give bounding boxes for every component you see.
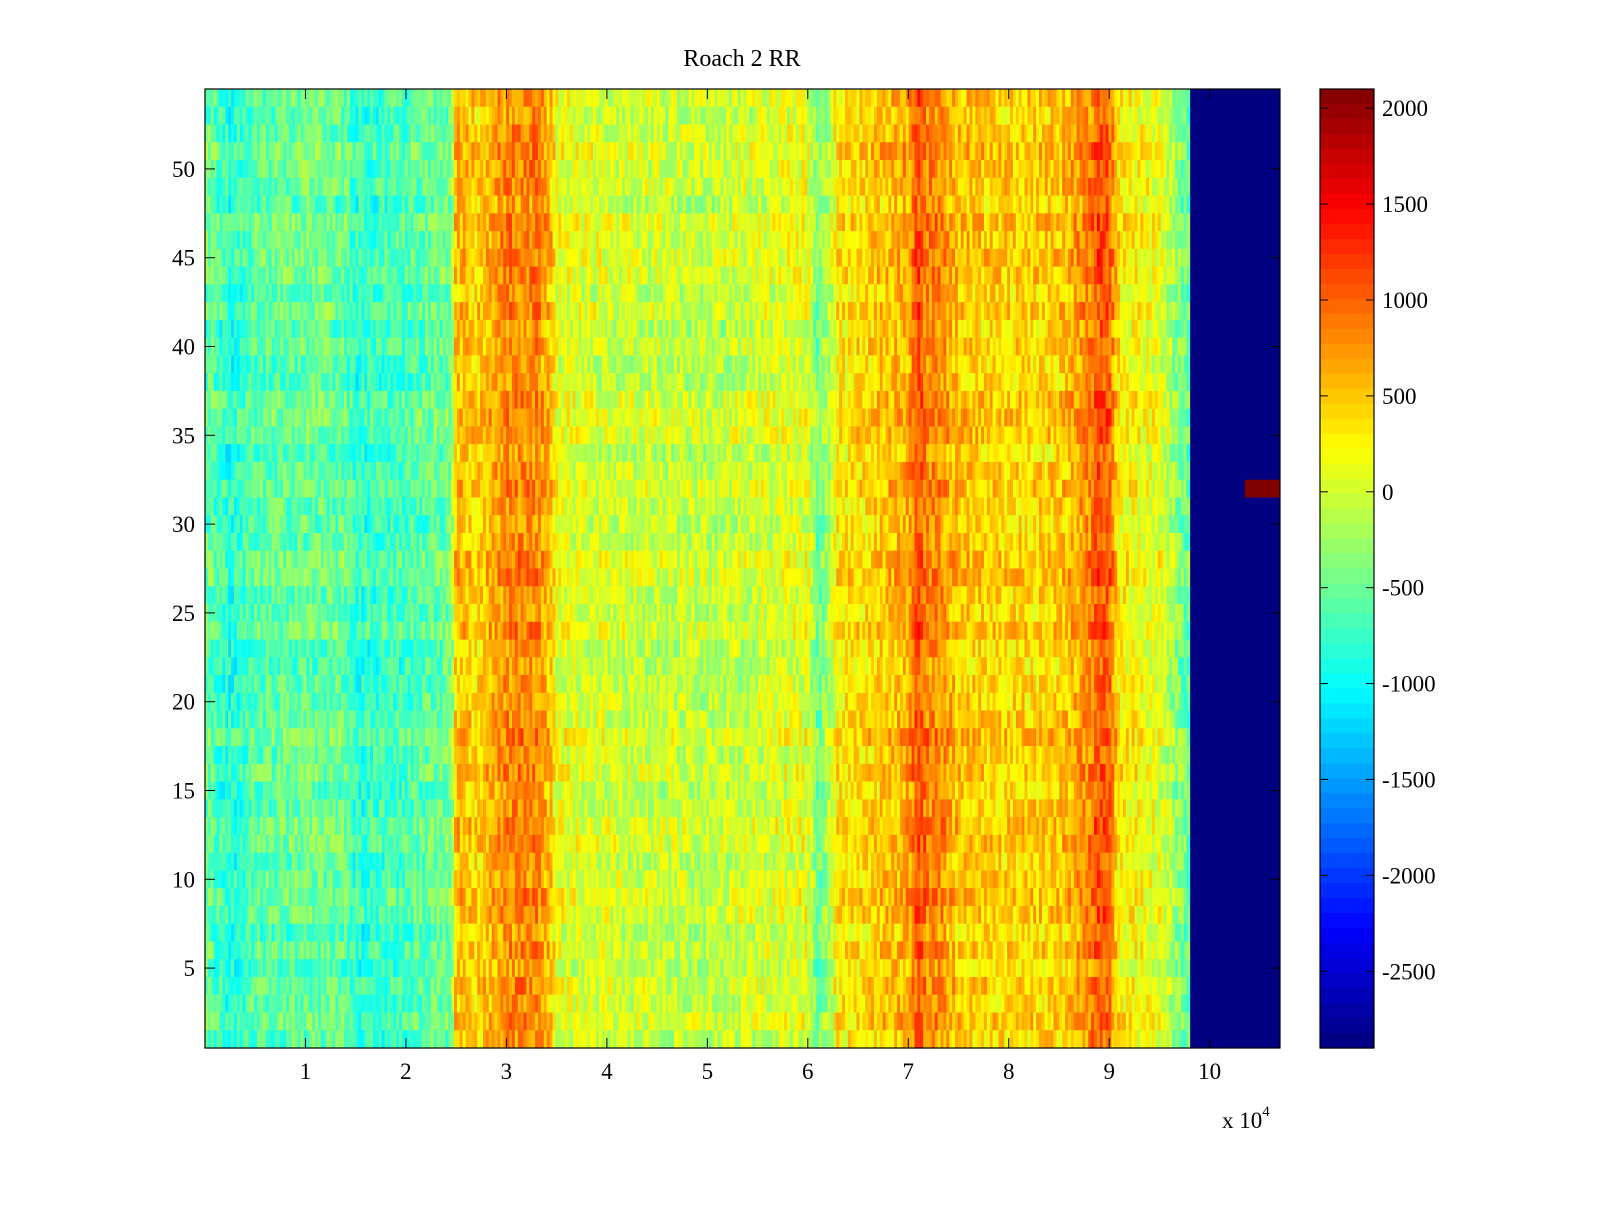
heatmap-cell [1187, 89, 1191, 107]
heatmap-cell [1187, 213, 1191, 231]
heatmap-cell [1187, 249, 1191, 267]
heatmap-cell [1187, 267, 1191, 285]
heatmap-cell [1187, 196, 1191, 214]
heatmap-no-data-region [1190, 89, 1280, 1048]
heatmap-cell [1187, 107, 1191, 125]
heatmap-cell [1187, 160, 1191, 178]
heatmap-cell [1187, 125, 1191, 143]
heatmap-cell [1187, 178, 1191, 196]
heatmap-chart: Roach 2 RR 1 2 3 4 5 6 7 8 9 10 51015202530354045… [0, 0, 1600, 1200]
heatmap-cell [1187, 142, 1191, 160]
heatmap-cell [1187, 231, 1191, 249]
chart-title: Roach 2 RR [683, 46, 800, 72]
heatmap-cells [205, 89, 1280, 1049]
figure: Roach 2 RR 1 2 3 4 5 6 7 8 9 10 5 10 15 20 25 30 35 40 45… [0, 0, 1600, 1200]
